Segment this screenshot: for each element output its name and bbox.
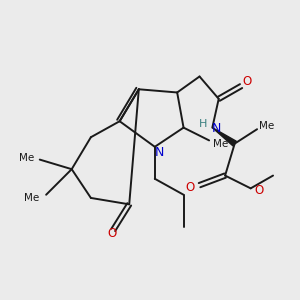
Text: Me: Me (259, 121, 274, 131)
Text: Me: Me (19, 153, 34, 163)
Text: O: O (254, 184, 263, 197)
Text: N: N (212, 122, 221, 135)
Polygon shape (212, 128, 236, 146)
Text: O: O (243, 75, 252, 88)
Text: O: O (185, 181, 195, 194)
Text: Me: Me (213, 139, 228, 148)
Text: H: H (199, 119, 208, 129)
Text: N: N (155, 146, 164, 159)
Text: Me: Me (24, 193, 39, 203)
Text: O: O (107, 227, 116, 240)
